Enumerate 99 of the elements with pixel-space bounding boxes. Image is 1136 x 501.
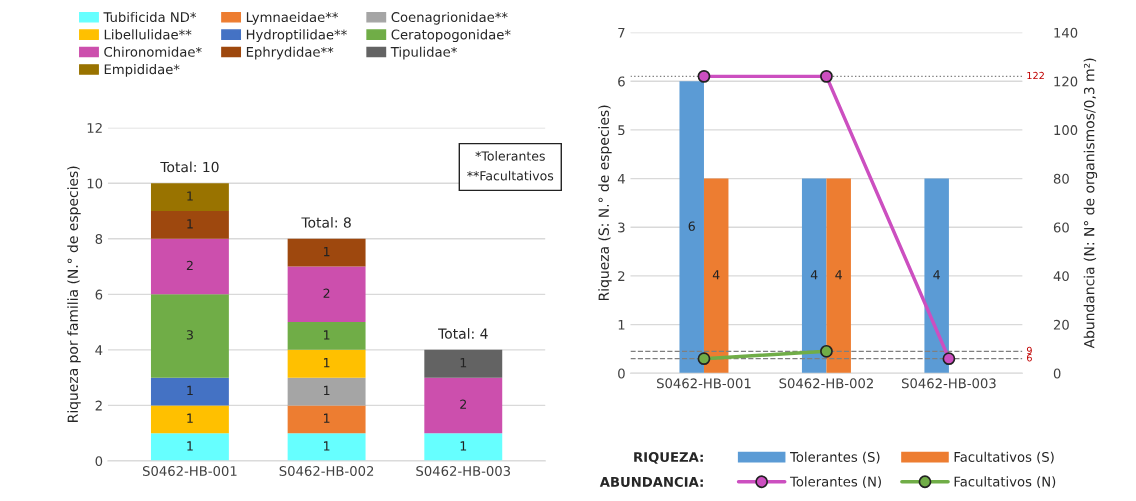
annotation: *Tolerantes **Facultativos (467, 151, 554, 181)
y-tick-label: 12 (87, 122, 102, 133)
legend-label: Tolerantes (S) (789, 451, 880, 464)
y2-tick-label: 20 (1053, 319, 1069, 330)
legend-label: Facultativos (N) (954, 476, 1056, 489)
bar (424, 377, 503, 434)
data-label: 1 (324, 441, 330, 451)
data-label: 1 (187, 191, 193, 201)
y2-tick-label: 40 (1053, 271, 1069, 282)
y2-tick-label: 100 (1054, 125, 1078, 136)
data-label: 1 (460, 441, 467, 451)
legend-label: Ceratopogonidae* (391, 29, 511, 43)
legend-label: Facultativos (S) (954, 451, 1054, 464)
legend-label: Tolerantes (N) (789, 476, 881, 489)
legend-label: Chironomidae* (104, 46, 202, 57)
y2-axis-title: Abundancia (N: N° de organismos/0,3 m²) (1083, 58, 1098, 349)
bar (424, 349, 503, 378)
data-label: 2 (323, 288, 330, 298)
total-label: Total: 10 (160, 161, 219, 173)
y2-tick-label: 60 (1053, 222, 1069, 233)
total-label: Total: 4 (438, 328, 488, 339)
data-label: 3 (186, 330, 193, 340)
y2-tick-label: 120 (1054, 76, 1078, 87)
y-axis-title: Riqueza (S: N.° de especies) (598, 105, 612, 301)
legend-label: Empididae* (104, 64, 180, 77)
bar (150, 183, 229, 212)
legend-label: Tubificida ND* (103, 11, 197, 23)
point (697, 69, 711, 83)
y-tick-label: 10 (87, 178, 103, 189)
x-tick-label: S0462-HB-003 (901, 378, 996, 389)
data-label: 1 (187, 385, 193, 395)
bar (150, 433, 229, 461)
ref-line-label: 122 (1027, 71, 1044, 80)
total-label: Total: 8 (301, 217, 351, 228)
y-tick-label: 6 (618, 76, 625, 87)
bar (287, 405, 366, 434)
data-label: 2 (186, 260, 193, 271)
legend-label: Lymnaeidae** (246, 11, 339, 25)
data-label: 1 (324, 385, 330, 395)
bar (150, 211, 229, 239)
text: RIQUEZA: (634, 452, 703, 464)
x-tick-label: S0462-HB-002 (779, 378, 873, 389)
data-label: 2 (460, 399, 466, 409)
x-tick-label: S0462-HB-001 (142, 466, 237, 476)
bar (287, 349, 366, 378)
bar (424, 433, 503, 461)
point (942, 352, 956, 366)
x-tick-label: S0462-HB-001 (657, 378, 751, 389)
point (820, 344, 833, 358)
legend-label: Libellulidae** (104, 29, 192, 40)
data-label: 4 (810, 270, 818, 280)
data-label: 4 (835, 270, 842, 280)
point (820, 69, 833, 83)
ref-line-label: 9 (1026, 346, 1032, 355)
data-label: 1 (187, 219, 193, 229)
y2-tick-label: 140 (1054, 27, 1078, 38)
y2-tick-label: 0 (1053, 368, 1061, 379)
y-tick-label: 5 (618, 125, 625, 136)
bar (150, 294, 229, 378)
bar (287, 433, 366, 461)
y-tick-label: 1 (618, 319, 625, 330)
data-label: 4 (712, 270, 720, 280)
bar (150, 405, 229, 434)
bar (287, 266, 366, 323)
legend-label: Ephrydidae** (246, 46, 334, 60)
point (697, 352, 711, 366)
y-tick-label: 3 (618, 222, 625, 233)
data-label: 1 (187, 441, 193, 451)
legend-label: Coenagrionidae** (391, 11, 508, 25)
bar (287, 377, 366, 406)
x-tick-label: S0462-HB-002 (279, 466, 374, 476)
legend-label: Hydroptilidae** (246, 29, 347, 43)
y-tick-label: 7 (618, 27, 625, 38)
data-label: 4 (933, 270, 940, 280)
bar (287, 322, 366, 350)
ref-line-label: 6 (1027, 354, 1032, 362)
data-label: 1 (187, 413, 193, 423)
data-label: 1 (324, 358, 330, 368)
bar (287, 238, 366, 267)
y-tick-label: 2 (95, 400, 102, 411)
y-tick-label: 4 (617, 173, 625, 184)
data-label: 1 (324, 330, 330, 340)
y-tick-label: 8 (95, 234, 103, 245)
data-label: 6 (688, 221, 695, 231)
y-tick-label: 2 (618, 271, 625, 281)
y-tick-label: 6 (95, 289, 103, 300)
text: ABUNDANCIA: (599, 476, 703, 487)
bar (150, 377, 229, 406)
legend-label: Tipulidae* (390, 46, 457, 60)
y-axis-title: Riqueza por familia (N.° de especies) (67, 166, 81, 422)
y-tick-label: 0 (95, 456, 103, 467)
y-tick-label: 0 (618, 368, 625, 379)
data-label: 1 (460, 358, 467, 368)
data-label: 1 (324, 247, 330, 257)
y2-tick-label: 80 (1053, 173, 1069, 184)
bar (150, 238, 229, 295)
x-tick-label: S0462-HB-003 (416, 466, 511, 476)
data-label: 1 (324, 413, 330, 423)
y-tick-label: 4 (95, 345, 103, 355)
